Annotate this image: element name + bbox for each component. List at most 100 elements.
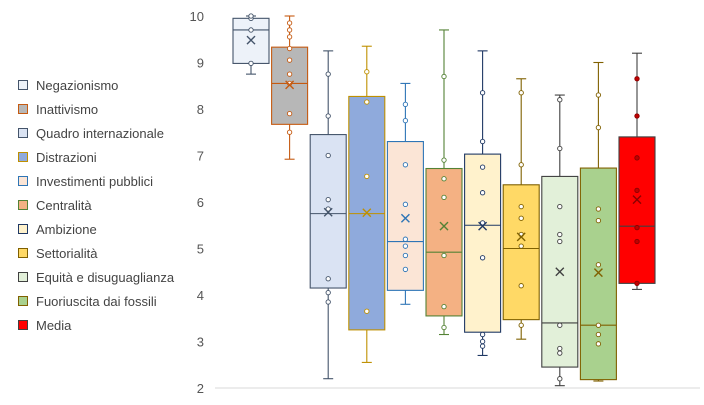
y-tick-label: 3 (197, 335, 204, 350)
y-tick-label: 2 (197, 381, 204, 396)
data-point (634, 155, 640, 161)
mean-marker (285, 80, 295, 90)
box-6 (425, 29, 463, 336)
data-point (518, 322, 524, 328)
data-point (595, 331, 602, 338)
legend-item: Quadro internazionale (18, 121, 174, 145)
legend-swatch (18, 320, 28, 330)
data-point (364, 173, 370, 180)
data-point (634, 76, 640, 82)
data-point (634, 280, 640, 287)
data-point (479, 338, 486, 345)
legend-swatch (18, 296, 28, 306)
data-point (402, 101, 409, 108)
data-point (364, 308, 370, 314)
data-point (557, 350, 563, 356)
legend-item: Ambizione (18, 217, 174, 241)
data-point (595, 341, 602, 347)
legend-swatch (18, 248, 28, 258)
legend-item: Fuoriuscita dai fossili (18, 289, 174, 313)
data-point (441, 176, 447, 182)
data-point (402, 236, 409, 242)
data-point (595, 206, 602, 212)
mean-marker (439, 221, 449, 231)
legend-item: Equità e disuguaglianza (18, 265, 174, 289)
mean-marker (400, 213, 410, 223)
data-point (518, 203, 524, 210)
y-tick-label: 7 (197, 149, 204, 164)
data-point (479, 331, 486, 338)
data-point (248, 60, 254, 67)
data-point (557, 345, 563, 352)
legend-item: Centralità (18, 193, 174, 217)
data-point (479, 90, 486, 96)
data-point (557, 376, 563, 382)
legend-item: Media (18, 313, 174, 337)
data-point (402, 243, 409, 249)
data-point (634, 224, 640, 231)
mean-marker (323, 207, 333, 217)
data-point (479, 138, 486, 145)
legend-swatch (18, 200, 28, 210)
box-9 (541, 94, 579, 387)
legend-swatch (18, 128, 28, 138)
data-point (286, 57, 293, 63)
data-point (595, 124, 602, 131)
data-point (325, 299, 331, 305)
data-point (634, 187, 640, 194)
box-iqr (425, 167, 463, 317)
legend-label: Investimenti pubblici (36, 173, 154, 189)
legend-swatch (18, 272, 28, 282)
box-7 (464, 50, 502, 357)
legend-item: Distrazioni (18, 145, 174, 169)
legend-swatch (18, 224, 28, 234)
data-point (595, 217, 602, 224)
data-point (325, 152, 331, 159)
legend-label: Equità e disuguaglianza (36, 269, 175, 285)
data-point (402, 266, 409, 273)
data-point (402, 117, 409, 124)
y-tick-label: 9 (197, 56, 204, 71)
data-point (248, 27, 254, 33)
legend-item: Investimenti pubblici (18, 169, 174, 193)
mean-marker (246, 35, 256, 45)
box-iqr (464, 153, 502, 333)
legend-swatch (18, 80, 28, 90)
box-series-group (232, 13, 656, 387)
data-point (634, 238, 640, 245)
data-point (441, 157, 447, 163)
data-point (441, 194, 447, 201)
y-tick-label: 8 (197, 102, 204, 117)
data-point (518, 162, 524, 168)
legend-swatch (18, 176, 28, 186)
data-point (557, 97, 563, 103)
legend-label: Quadro internazionale (36, 125, 164, 141)
data-point (441, 252, 447, 259)
data-point (518, 243, 524, 249)
legend-item: Settorialità (18, 241, 174, 265)
mean-marker (593, 268, 603, 278)
legend-item: Negazionismo (18, 73, 174, 97)
data-point (325, 71, 331, 77)
mean-marker (632, 195, 642, 205)
legend-swatch (18, 104, 28, 114)
data-point (402, 252, 409, 259)
data-point (441, 303, 447, 310)
data-point (325, 206, 331, 212)
data-point (557, 145, 563, 152)
legend-label: Negazionismo (36, 77, 119, 93)
data-point (595, 262, 602, 268)
legend-label: Centralità (36, 197, 92, 213)
data-point (557, 231, 563, 238)
y-axis-tick-labels: 2 3 4 5 6 7 8 9 10 (190, 9, 204, 396)
data-point (479, 343, 486, 349)
data-point (402, 162, 409, 168)
box-5 (386, 82, 424, 305)
legend-label: Fuoriuscita dai fossili (36, 293, 157, 309)
data-point (286, 20, 293, 26)
data-point (364, 69, 370, 75)
box-1 (232, 13, 270, 75)
legend-label: Distrazioni (36, 149, 97, 165)
data-point (325, 197, 331, 203)
